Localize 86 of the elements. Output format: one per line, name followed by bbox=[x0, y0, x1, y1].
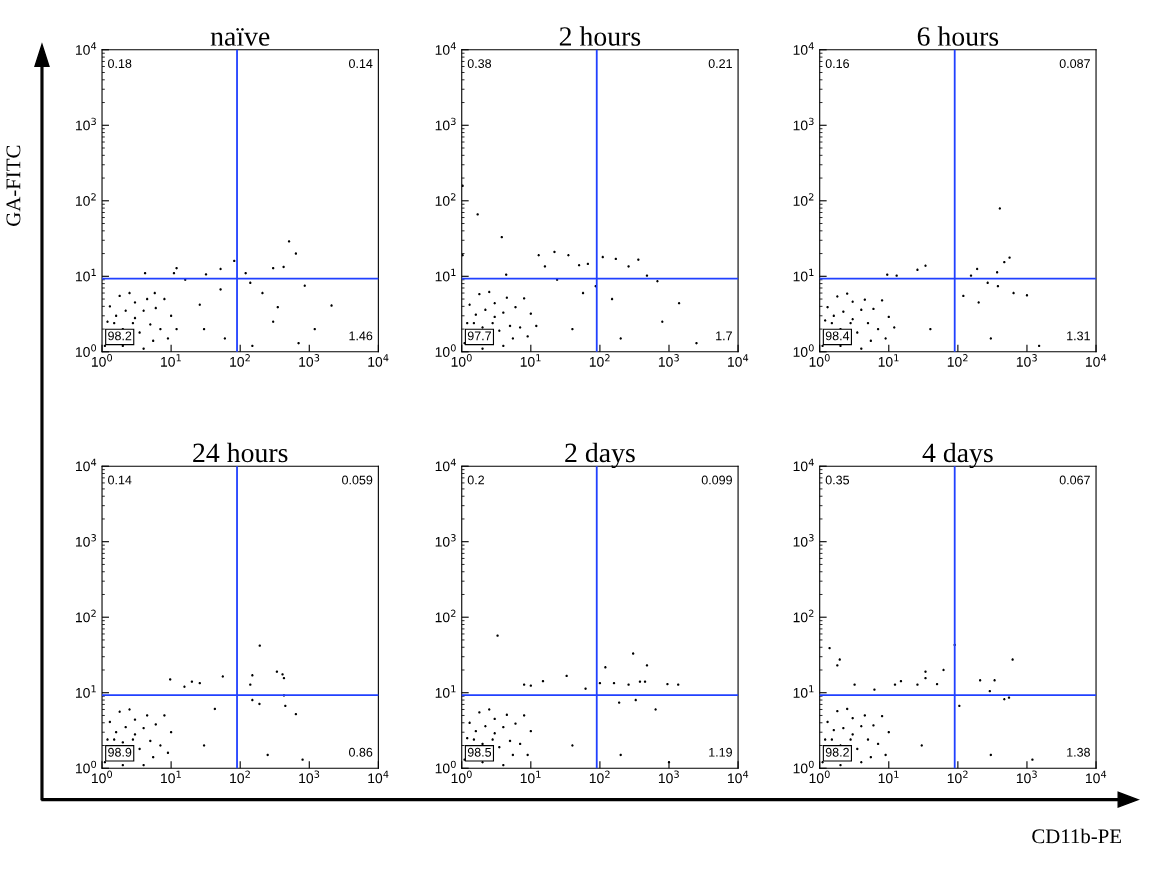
x-tick-label: 10$^{4}$ bbox=[728, 354, 749, 367]
annotation: 0.35 bbox=[825, 475, 850, 485]
y-tick-label: 10$^{4}$ bbox=[793, 42, 814, 55]
y-tick-label: 10$^{4}$ bbox=[76, 42, 97, 55]
annotation: 0.099 bbox=[701, 475, 732, 485]
y-tick-label: 10$^{0}$ bbox=[76, 344, 97, 357]
y-tick-label: 10$^{1}$ bbox=[435, 268, 456, 282]
y-tick-label: 10$^{3}$ bbox=[793, 534, 814, 547]
chart-title: naïve bbox=[210, 28, 270, 46]
x-tick-label: 10$^{3}$ bbox=[299, 354, 320, 367]
annotation: 0.059 bbox=[342, 475, 373, 485]
chart-title: 4 days bbox=[922, 442, 993, 469]
chart-title: 2 days bbox=[565, 442, 635, 469]
y-tick-label: 10$^{2}$ bbox=[435, 609, 456, 623]
annotation: 1.38 bbox=[1067, 747, 1090, 757]
annotation: 0.14 bbox=[349, 59, 373, 68]
annotation: 0.16 bbox=[825, 59, 849, 68]
y-tick-label: 10$^{0}$ bbox=[435, 344, 456, 357]
annotation: 0.067 bbox=[1059, 475, 1090, 485]
annotation: 0.21 bbox=[708, 59, 732, 68]
annotation: 0.14 bbox=[108, 475, 132, 485]
x-tick-label: 10$^{3}$ bbox=[1016, 354, 1037, 367]
x-tick-label: 10$^{2}$ bbox=[230, 770, 250, 784]
x-tick-label: 10$^{1}$ bbox=[161, 770, 181, 784]
x-tick-label: 10$^{4}$ bbox=[728, 770, 749, 784]
chart-title: 2 hours bbox=[559, 26, 641, 46]
x-tick-label: 10$^{1}$ bbox=[520, 770, 541, 784]
x-tick-label: 10$^{2}$ bbox=[589, 770, 610, 784]
annotation: 98.5 bbox=[467, 747, 492, 757]
y-tick-label: 10$^{4}$ bbox=[76, 458, 97, 472]
x-tick-label: 10$^{3}$ bbox=[658, 354, 679, 367]
x-tick-label: 10$^{4}$ bbox=[1085, 770, 1107, 784]
x-tick-label: 10$^{0}$ bbox=[91, 354, 113, 367]
annotation: 1.46 bbox=[349, 331, 373, 341]
annotation: 1.7 bbox=[716, 331, 732, 341]
y-tick-label: 10$^{1}$ bbox=[793, 685, 814, 698]
chart-title: 6 hours bbox=[917, 26, 999, 46]
x-tick-label: 10$^{2}$ bbox=[947, 354, 968, 367]
y-tick-label: 10$^{0}$ bbox=[793, 344, 814, 357]
y-tick-label: 10$^{4}$ bbox=[793, 458, 814, 472]
annotation: 98.9 bbox=[108, 747, 132, 757]
annotation: 0.18 bbox=[108, 59, 132, 68]
annotation: 98.2 bbox=[825, 747, 849, 757]
y-tick-label: 10$^{1}$ bbox=[76, 268, 96, 282]
y-tick-label: 10$^{2}$ bbox=[435, 193, 456, 206]
annotation: 98.4 bbox=[825, 331, 850, 341]
annotation: 0.2 bbox=[467, 475, 485, 485]
y-tick-label: 10$^{4}$ bbox=[435, 42, 456, 55]
x-axis-title: CD11b-PE bbox=[1032, 828, 1121, 844]
y-tick-label: 10$^{1}$ bbox=[76, 685, 96, 698]
x-tick-label: 10$^{3}$ bbox=[658, 770, 679, 784]
annotation: 97.7 bbox=[467, 331, 491, 341]
y-tick-label: 10$^{2}$ bbox=[793, 193, 814, 206]
annotation: 0.087 bbox=[1059, 59, 1090, 68]
y-tick-label: 10$^{3}$ bbox=[435, 534, 456, 547]
y-axis-title: GA-FITC bbox=[6, 145, 21, 226]
annotation: 1.19 bbox=[709, 747, 732, 757]
y-tick-label: 10$^{3}$ bbox=[793, 117, 814, 131]
x-tick-label: 10$^{4}$ bbox=[368, 354, 389, 367]
x-tick-label: 10$^{2}$ bbox=[589, 354, 610, 367]
annotation: 0.86 bbox=[349, 747, 373, 757]
y-tick-label: 10$^{1}$ bbox=[435, 685, 456, 698]
x-tick-label: 10$^{2}$ bbox=[947, 770, 968, 784]
x-tick-label: 10$^{2}$ bbox=[230, 354, 250, 367]
x-tick-label: 10$^{1}$ bbox=[878, 354, 899, 367]
x-tick-label: 10$^{0}$ bbox=[451, 354, 472, 367]
x-tick-label: 10$^{1}$ bbox=[520, 354, 541, 367]
y-tick-label: 10$^{1}$ bbox=[793, 268, 814, 282]
annotation: 98.2 bbox=[108, 331, 132, 341]
y-tick-label: 10$^{2}$ bbox=[76, 609, 96, 623]
x-tick-label: 10$^{4}$ bbox=[1085, 354, 1107, 367]
x-tick-label: 10$^{3}$ bbox=[1016, 770, 1037, 784]
y-tick-label: 10$^{2}$ bbox=[76, 193, 96, 206]
chart-title: 24 hours bbox=[193, 442, 288, 463]
y-tick-label: 10$^{3}$ bbox=[435, 117, 456, 131]
x-tick-label: 10$^{4}$ bbox=[368, 770, 389, 784]
annotation: 1.31 bbox=[1067, 331, 1090, 341]
annotation: 0.38 bbox=[467, 59, 492, 68]
y-tick-label: 10$^{3}$ bbox=[76, 117, 96, 131]
y-tick-label: 10$^{4}$ bbox=[435, 458, 456, 472]
x-tick-label: 10$^{1}$ bbox=[161, 354, 181, 367]
y-tick-label: 10$^{3}$ bbox=[76, 534, 96, 547]
x-tick-label: 10$^{3}$ bbox=[299, 770, 320, 784]
y-tick-label: 10$^{2}$ bbox=[793, 609, 814, 623]
x-tick-label: 10$^{0}$ bbox=[809, 354, 830, 367]
x-tick-label: 10$^{1}$ bbox=[878, 770, 899, 784]
